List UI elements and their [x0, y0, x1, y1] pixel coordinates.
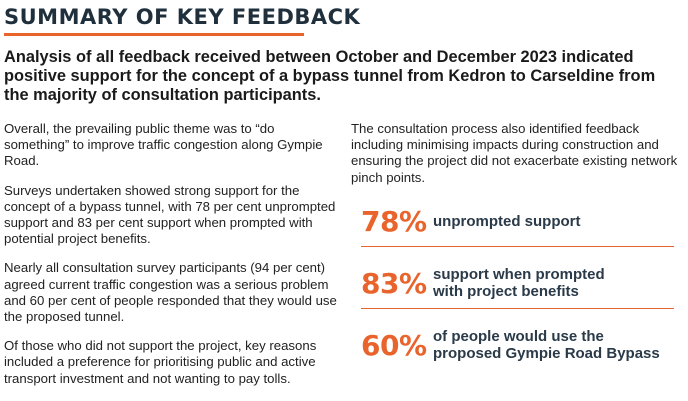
title-underline: [4, 33, 304, 36]
body-paragraph: Of those who did not support the project…: [4, 338, 317, 386]
right-column: The consultation process also identified…: [351, 121, 681, 199]
stat-value: 83%: [361, 266, 427, 300]
stat-label: of people would use the proposed Gympie …: [433, 328, 660, 362]
body-paragraph: Overall, the prevailing public theme was…: [4, 121, 323, 169]
stat-row: 60% of people would use the proposed Gym…: [361, 320, 674, 370]
lead-paragraph: Analysis of all feedback received betwee…: [4, 48, 656, 104]
stat-row: 78% unprompted support: [361, 196, 674, 247]
body-paragraph: Surveys undertaken showed strong support…: [4, 182, 336, 247]
body-paragraph: Nearly all consultation survey participa…: [4, 260, 337, 325]
stat-label: support when prompted with project benef…: [433, 266, 605, 300]
stat-value: 78%: [361, 204, 427, 238]
stat-value: 60%: [361, 328, 427, 362]
stats-panel: 78% unprompted support 83% support when …: [361, 196, 674, 370]
page-title: SUMMARY OF KEY FEEDBACK: [4, 5, 361, 29]
body-paragraph: The consultation process also identified…: [351, 121, 678, 185]
stat-label: unprompted support: [433, 212, 581, 230]
left-column: Overall, the prevailing public theme was…: [4, 121, 339, 400]
stat-row: 83% support when prompted with project b…: [361, 258, 674, 309]
